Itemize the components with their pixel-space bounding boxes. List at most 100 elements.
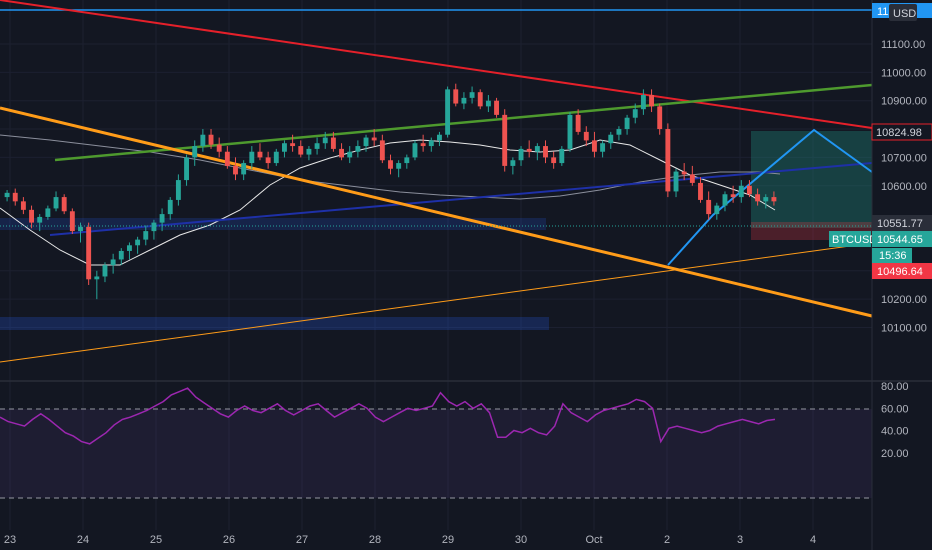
currency-label: USD — [893, 8, 916, 20]
rsi-axis: 80.00 60.00 40.00 20.00 — [881, 381, 909, 460]
candle-body — [469, 92, 475, 98]
candle-body — [388, 160, 393, 169]
high-marker-value: 10551.77 — [877, 218, 923, 230]
rsi-tick-label: 80.00 — [881, 381, 909, 393]
projection-path — [667, 128, 873, 266]
candle-body — [110, 259, 116, 266]
candle-body — [330, 137, 336, 149]
candle-body — [61, 197, 67, 212]
candle-body — [404, 157, 410, 164]
candle-body — [730, 194, 736, 198]
candle-body — [771, 197, 777, 202]
candle-body — [657, 106, 663, 130]
candle-body — [322, 137, 328, 144]
rsi-tick-label: 40.00 — [881, 426, 909, 438]
candle-body — [445, 89, 451, 135]
candle-body — [282, 143, 287, 152]
candle-body — [290, 143, 296, 147]
candle-body — [273, 151, 279, 164]
candle-body — [118, 250, 124, 260]
candle-body — [53, 197, 59, 209]
time-tick-label: 27 — [296, 534, 308, 546]
symbol-tag — [829, 231, 871, 247]
rsi-band — [0, 409, 872, 498]
candle-body — [4, 192, 10, 198]
candle-body — [665, 129, 671, 192]
candle-body — [184, 157, 189, 181]
candle-body — [567, 114, 573, 149]
candle-body — [339, 148, 344, 158]
candle-body — [249, 151, 255, 164]
rsi-tick-label: 20.00 — [881, 448, 909, 460]
candle-body — [608, 134, 614, 144]
candle-body — [714, 205, 720, 215]
candle-body — [200, 134, 206, 147]
target-value: 10824.98 — [876, 127, 922, 139]
candle-body — [632, 109, 638, 118]
time-tick-label: 28 — [369, 534, 381, 546]
blue-channel-line — [49, 162, 873, 236]
candle-body — [437, 134, 442, 141]
price-tick-label: 10100.00 — [881, 323, 927, 335]
candle-body — [575, 114, 581, 132]
candle-body — [412, 143, 418, 158]
candle-body — [45, 208, 51, 217]
candle-body — [347, 151, 353, 158]
red-resistance-line — [0, 0, 873, 129]
symbol-label: BTCUSD — [832, 234, 877, 246]
candle-body — [355, 146, 361, 152]
candle-body — [94, 276, 100, 280]
candle-body — [502, 114, 508, 166]
candle-body — [363, 137, 369, 147]
candle-body — [241, 163, 247, 175]
price-tick-label: 10600.00 — [881, 181, 927, 193]
candle-body — [616, 129, 622, 135]
candle-body — [722, 194, 728, 206]
candle-body — [159, 214, 165, 223]
candle-body — [673, 171, 679, 192]
price-tick-label: 10200.00 — [881, 294, 927, 306]
candle-body — [755, 194, 761, 202]
orange-uptrend-line — [0, 242, 873, 363]
price-tick-label: 10700.00 — [881, 152, 927, 164]
candle-body — [461, 97, 467, 104]
candle-body — [747, 185, 752, 195]
price-tick-label: 11100.00 — [881, 39, 925, 51]
candle-body — [167, 199, 173, 215]
candle-body — [738, 185, 744, 198]
candle-body — [314, 143, 320, 149]
countdown-tag — [872, 248, 912, 263]
time-tick-label: 25 — [150, 534, 162, 546]
candle-body — [763, 197, 769, 202]
lower-support-zone — [0, 317, 549, 330]
candle-body — [78, 226, 83, 232]
time-tick-label: 3 — [737, 534, 743, 546]
rsi-tick-label: 60.00 — [881, 403, 909, 415]
candlesticks — [4, 83, 777, 300]
candle-body — [298, 146, 304, 155]
time-tick-label: 30 — [515, 534, 527, 546]
currency-badge[interactable] — [889, 4, 917, 21]
candle-body — [592, 140, 597, 152]
candle-body — [518, 148, 524, 161]
candle-body — [135, 239, 141, 246]
candle-body — [640, 95, 646, 110]
position-box — [751, 131, 872, 240]
candle-body — [102, 265, 108, 277]
candle-body — [624, 117, 630, 130]
fast-moving-average — [0, 139, 776, 266]
candle-body — [208, 134, 214, 145]
candle-body — [371, 137, 377, 141]
last-price-tag — [872, 231, 932, 247]
candle-body — [428, 140, 434, 147]
candle-body — [494, 100, 499, 115]
candle-body — [583, 131, 589, 141]
target-zone — [751, 131, 872, 228]
price-tick-label: 10900.00 — [881, 96, 927, 108]
high-marker-tag — [872, 215, 932, 231]
candle-body — [453, 89, 459, 104]
candle-body — [127, 245, 132, 251]
trendlines — [0, 0, 873, 363]
